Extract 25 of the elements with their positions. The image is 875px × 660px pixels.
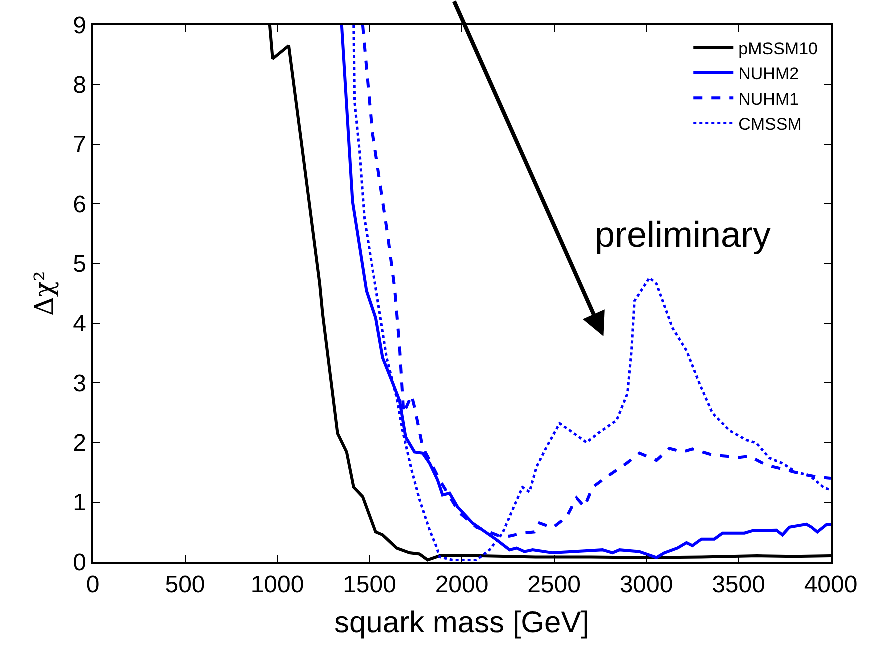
x-tick-label: 2000	[435, 572, 489, 599]
y-tick-label: 4	[73, 310, 86, 338]
y-tick-label: 9	[73, 12, 86, 40]
annotation: preliminary	[595, 214, 772, 255]
legend-label: pMSSM10	[738, 40, 818, 59]
x-tick-label: 4000	[804, 572, 858, 599]
y-tick-label: 0	[73, 549, 86, 576]
x-tick-label: 2500	[528, 572, 581, 599]
y-tick-label: 3	[73, 370, 86, 398]
y-tick-label: 1	[73, 490, 86, 517]
y-tick-label: 2	[73, 430, 86, 458]
x-tick-label: 3500	[712, 572, 766, 599]
y-tick-label: 5	[73, 251, 86, 278]
legend-label: CMSSM	[738, 114, 802, 134]
y-tick-label: 7	[73, 132, 86, 159]
y-tick-label: 6	[73, 191, 86, 218]
x-tick-label: 1500	[343, 572, 396, 599]
x-tick-label: 1000	[250, 572, 304, 599]
legend-label: NUHM2	[738, 64, 800, 84]
legend-label: NUHM1	[738, 90, 800, 109]
x-axis-title: squark mass [GeV]	[334, 606, 590, 640]
x-tick-label: 3000	[620, 572, 674, 599]
y-tick-label: 8	[73, 72, 86, 100]
x-tick-label: 500	[165, 572, 206, 599]
y-axis-title: Δχ²	[30, 271, 60, 316]
